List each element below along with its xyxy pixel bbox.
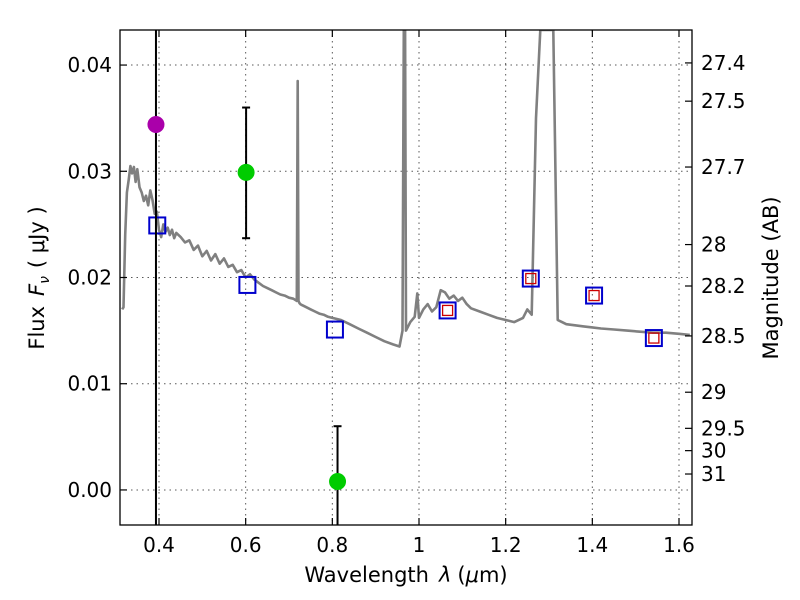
model-photometry-square [585, 286, 604, 305]
y-axis-symbol: F [25, 283, 49, 296]
y-tick-label: 0.03 [67, 159, 112, 183]
y-tick-label: 0.04 [67, 53, 112, 77]
magnitude-tick-label: 27.5 [701, 89, 746, 113]
magnitude-tick-label: 29.5 [701, 416, 746, 440]
x-tick-label: 1 [413, 533, 426, 557]
magnitude-tick-label: 31 [701, 462, 726, 486]
magnitude-tick-label: 27.4 [701, 51, 746, 75]
model-photometry-square [238, 275, 257, 294]
observed-square [648, 332, 660, 344]
observed-square [525, 272, 537, 285]
x-tick-label: 1.6 [663, 533, 695, 557]
magnitude-axis-label: Magnitude (AB) [759, 196, 783, 359]
model-photometry-square [521, 269, 540, 288]
magnitude-tick-label: 30 [701, 439, 726, 463]
x-axis-unit-rest: m) [479, 563, 508, 587]
flux-point [329, 472, 347, 490]
y-axis-label: Flux Fν ( μJy ) [25, 206, 53, 349]
magnitude-tick-label: 29 [701, 380, 726, 404]
magnitude-tick-label: 28 [701, 233, 726, 257]
x-tick-label: 0.8 [316, 533, 348, 557]
x-axis-unit-open: ( [457, 563, 465, 587]
plot-area: 0.4 0.6 0.8 1 1.2 1.4 1.6 0.00 0.01 0.02 0.03 0.04 2… [67, 29, 746, 557]
x-tick-label: 1.4 [576, 533, 608, 557]
observed-square [588, 289, 600, 302]
model-photometry-square [148, 216, 167, 235]
y-tick-label: 0.02 [67, 266, 112, 290]
spectrum-line [121, 30, 690, 348]
plot-clip-group [121, 30, 690, 525]
model-photometry-square [644, 329, 663, 348]
flux-point [147, 116, 165, 134]
x-axis-label-text: Wavelength [304, 563, 429, 587]
x-axis-symbol: λ [438, 563, 451, 587]
model-photometry-square [438, 301, 457, 320]
magnitude-tick-label: 27.7 [701, 155, 746, 179]
y-axis-subscript: ν [37, 276, 53, 284]
x-tick-label: 0.4 [143, 533, 175, 557]
model-photometry-square [325, 320, 344, 339]
x-axis-label: Wavelength λ (μm) [304, 563, 507, 587]
observed-square [441, 304, 454, 317]
magnitude-tick-label: 28.2 [701, 274, 746, 298]
y-axis-unit: ( μJy ) [25, 206, 49, 268]
x-tick-label: 1.2 [490, 533, 522, 557]
flux-point [237, 163, 255, 181]
x-tick-label: 0.6 [230, 533, 262, 557]
y-axis-label-text: Flux [25, 306, 49, 350]
x-axis-unit-mu: μ [465, 563, 479, 587]
y-tick-label: 0.01 [67, 372, 112, 396]
magnitude-tick-label: 28.5 [701, 324, 746, 348]
y-tick-label: 0.00 [67, 478, 112, 502]
